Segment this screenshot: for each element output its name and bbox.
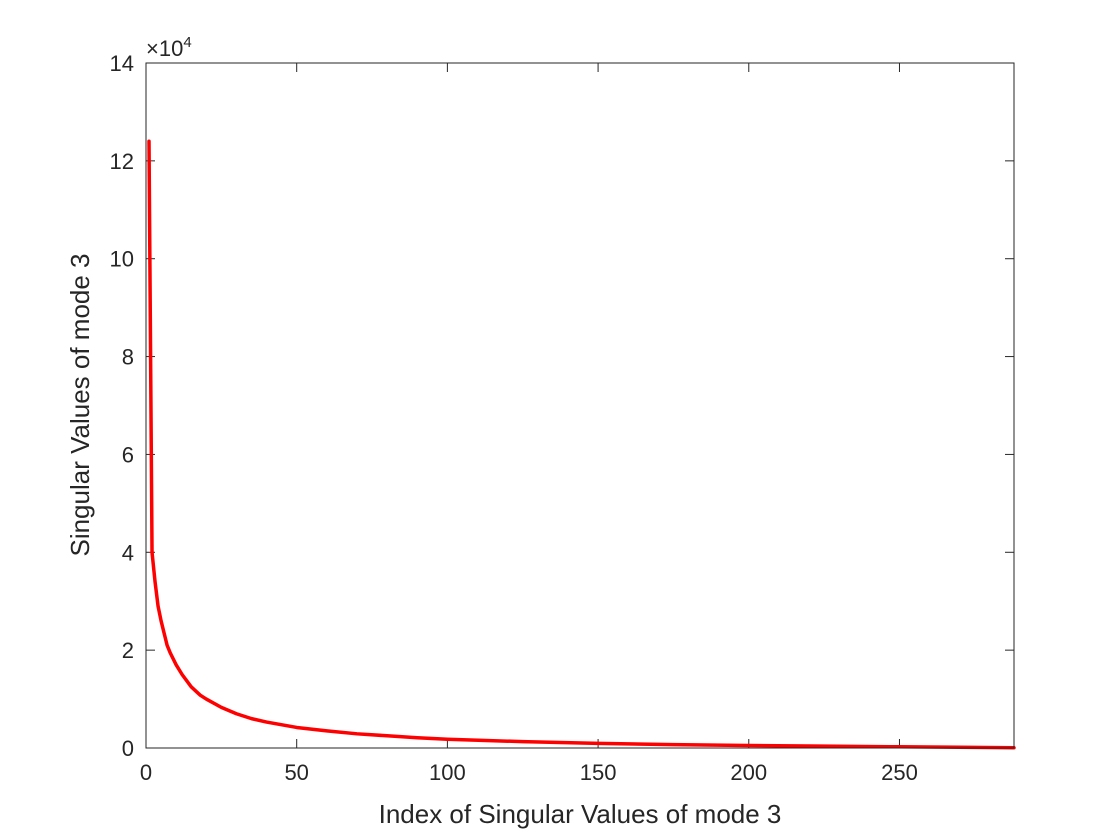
x-tick-label: 150 bbox=[580, 760, 617, 785]
y-tick-label: 10 bbox=[110, 247, 134, 272]
y-tick-label: 12 bbox=[110, 149, 134, 174]
series-line-0 bbox=[147, 139, 1016, 750]
y-exponent-label: ×104 bbox=[146, 34, 192, 61]
x-tick-label: 250 bbox=[881, 760, 918, 785]
y-axis-label: Singular Values of mode 3 bbox=[65, 253, 95, 556]
y-tick-label: 4 bbox=[122, 540, 134, 565]
y-tick-label: 2 bbox=[122, 638, 134, 663]
y-tick-label: 8 bbox=[122, 345, 134, 370]
series-layer bbox=[147, 139, 1016, 750]
y-exponent-power: 4 bbox=[183, 34, 191, 51]
x-tick-label: 50 bbox=[284, 760, 308, 785]
x-tick-label: 200 bbox=[730, 760, 767, 785]
y-exponent-base: ×10 bbox=[146, 36, 183, 61]
plot-frame bbox=[145, 62, 1015, 749]
x-tick-label: 100 bbox=[429, 760, 466, 785]
y-tick-label: 6 bbox=[122, 442, 134, 467]
plot-background bbox=[146, 63, 1014, 748]
y-axis-ticks: 0 2 4 6 8 10 12 14 bbox=[110, 51, 1014, 761]
x-axis-ticks: 0 50 100 150 200 250 bbox=[140, 63, 918, 785]
y-tick-label: 14 bbox=[110, 51, 134, 76]
y-tick-label: 0 bbox=[122, 736, 134, 761]
x-axis-label: Index of Singular Values of mode 3 bbox=[379, 799, 782, 829]
x-tick-label: 0 bbox=[140, 760, 152, 785]
